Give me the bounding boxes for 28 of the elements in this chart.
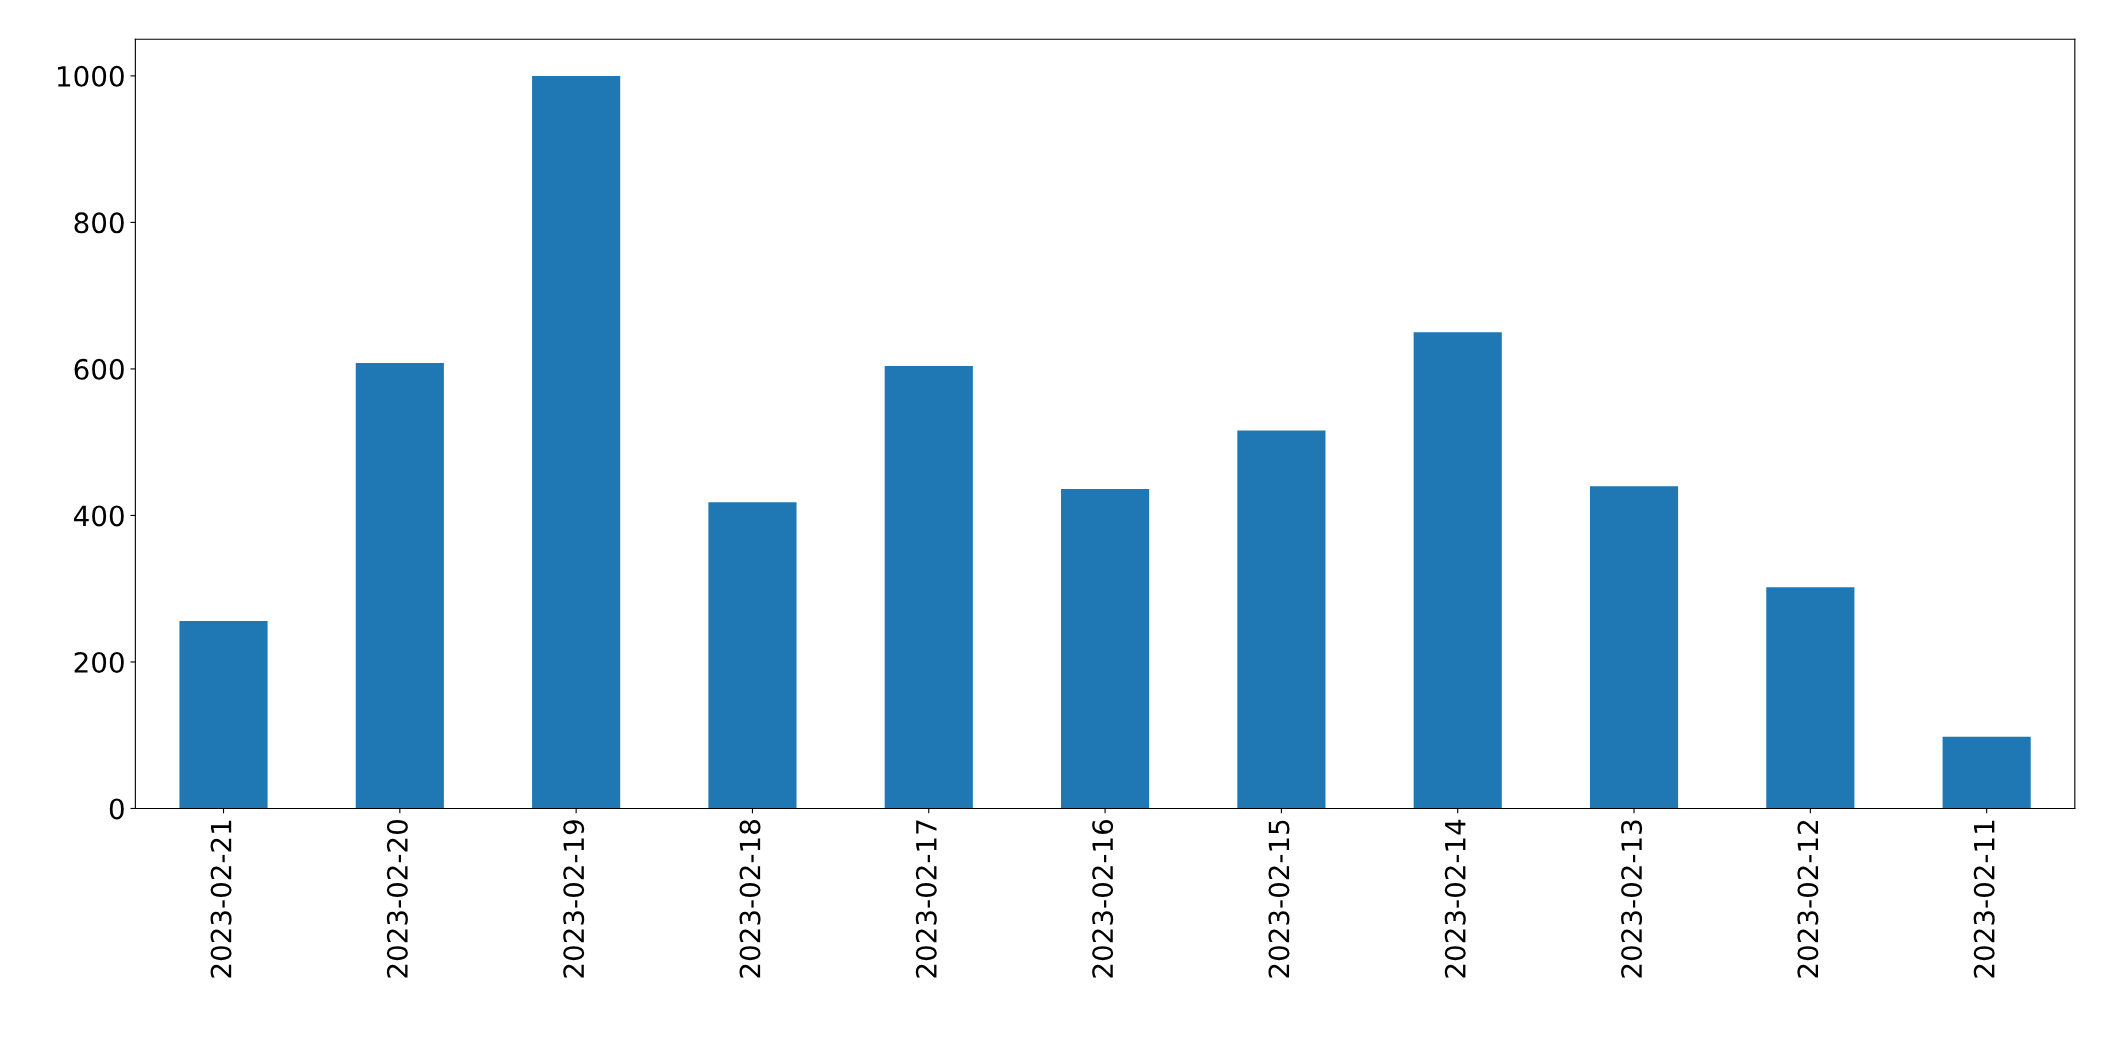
bar (708, 502, 797, 809)
bar (532, 75, 621, 809)
x-tick-label: 2023-02-16 (1092, 819, 1114, 978)
y-tick-label: 0 (109, 798, 124, 820)
bar (1061, 489, 1150, 809)
x-tick-label: 2023-02-20 (386, 820, 408, 978)
x-tick-label: 2023-02-19 (563, 820, 585, 978)
x-tick-label: 2023-02-13 (1621, 820, 1643, 978)
y-tick-label: 800 (74, 212, 124, 234)
bar (884, 365, 973, 809)
x-tick-label: 2023-02-14 (1444, 819, 1466, 978)
bar (1413, 332, 1502, 809)
y-tick-label: 600 (74, 358, 124, 380)
y-tick-label: 1000 (57, 65, 124, 87)
bar (179, 620, 268, 809)
bar (355, 363, 444, 809)
x-tick-label: 2023-02-12 (1797, 820, 1819, 978)
x-tick-label: 2023-02-21 (210, 820, 232, 978)
x-tick-label: 2023-02-11 (1973, 820, 1995, 978)
bar (1237, 430, 1326, 809)
bar (1589, 486, 1679, 809)
x-tick-label: 2023-02-15 (1268, 820, 1290, 978)
x-tick-label: 2023-02-18 (739, 820, 761, 978)
bar (1942, 736, 2031, 809)
y-tick-label: 200 (74, 651, 124, 673)
bar (1766, 587, 1855, 809)
x-tick-label: 2023-02-17 (915, 820, 937, 978)
y-tick-label: 400 (73, 505, 124, 527)
